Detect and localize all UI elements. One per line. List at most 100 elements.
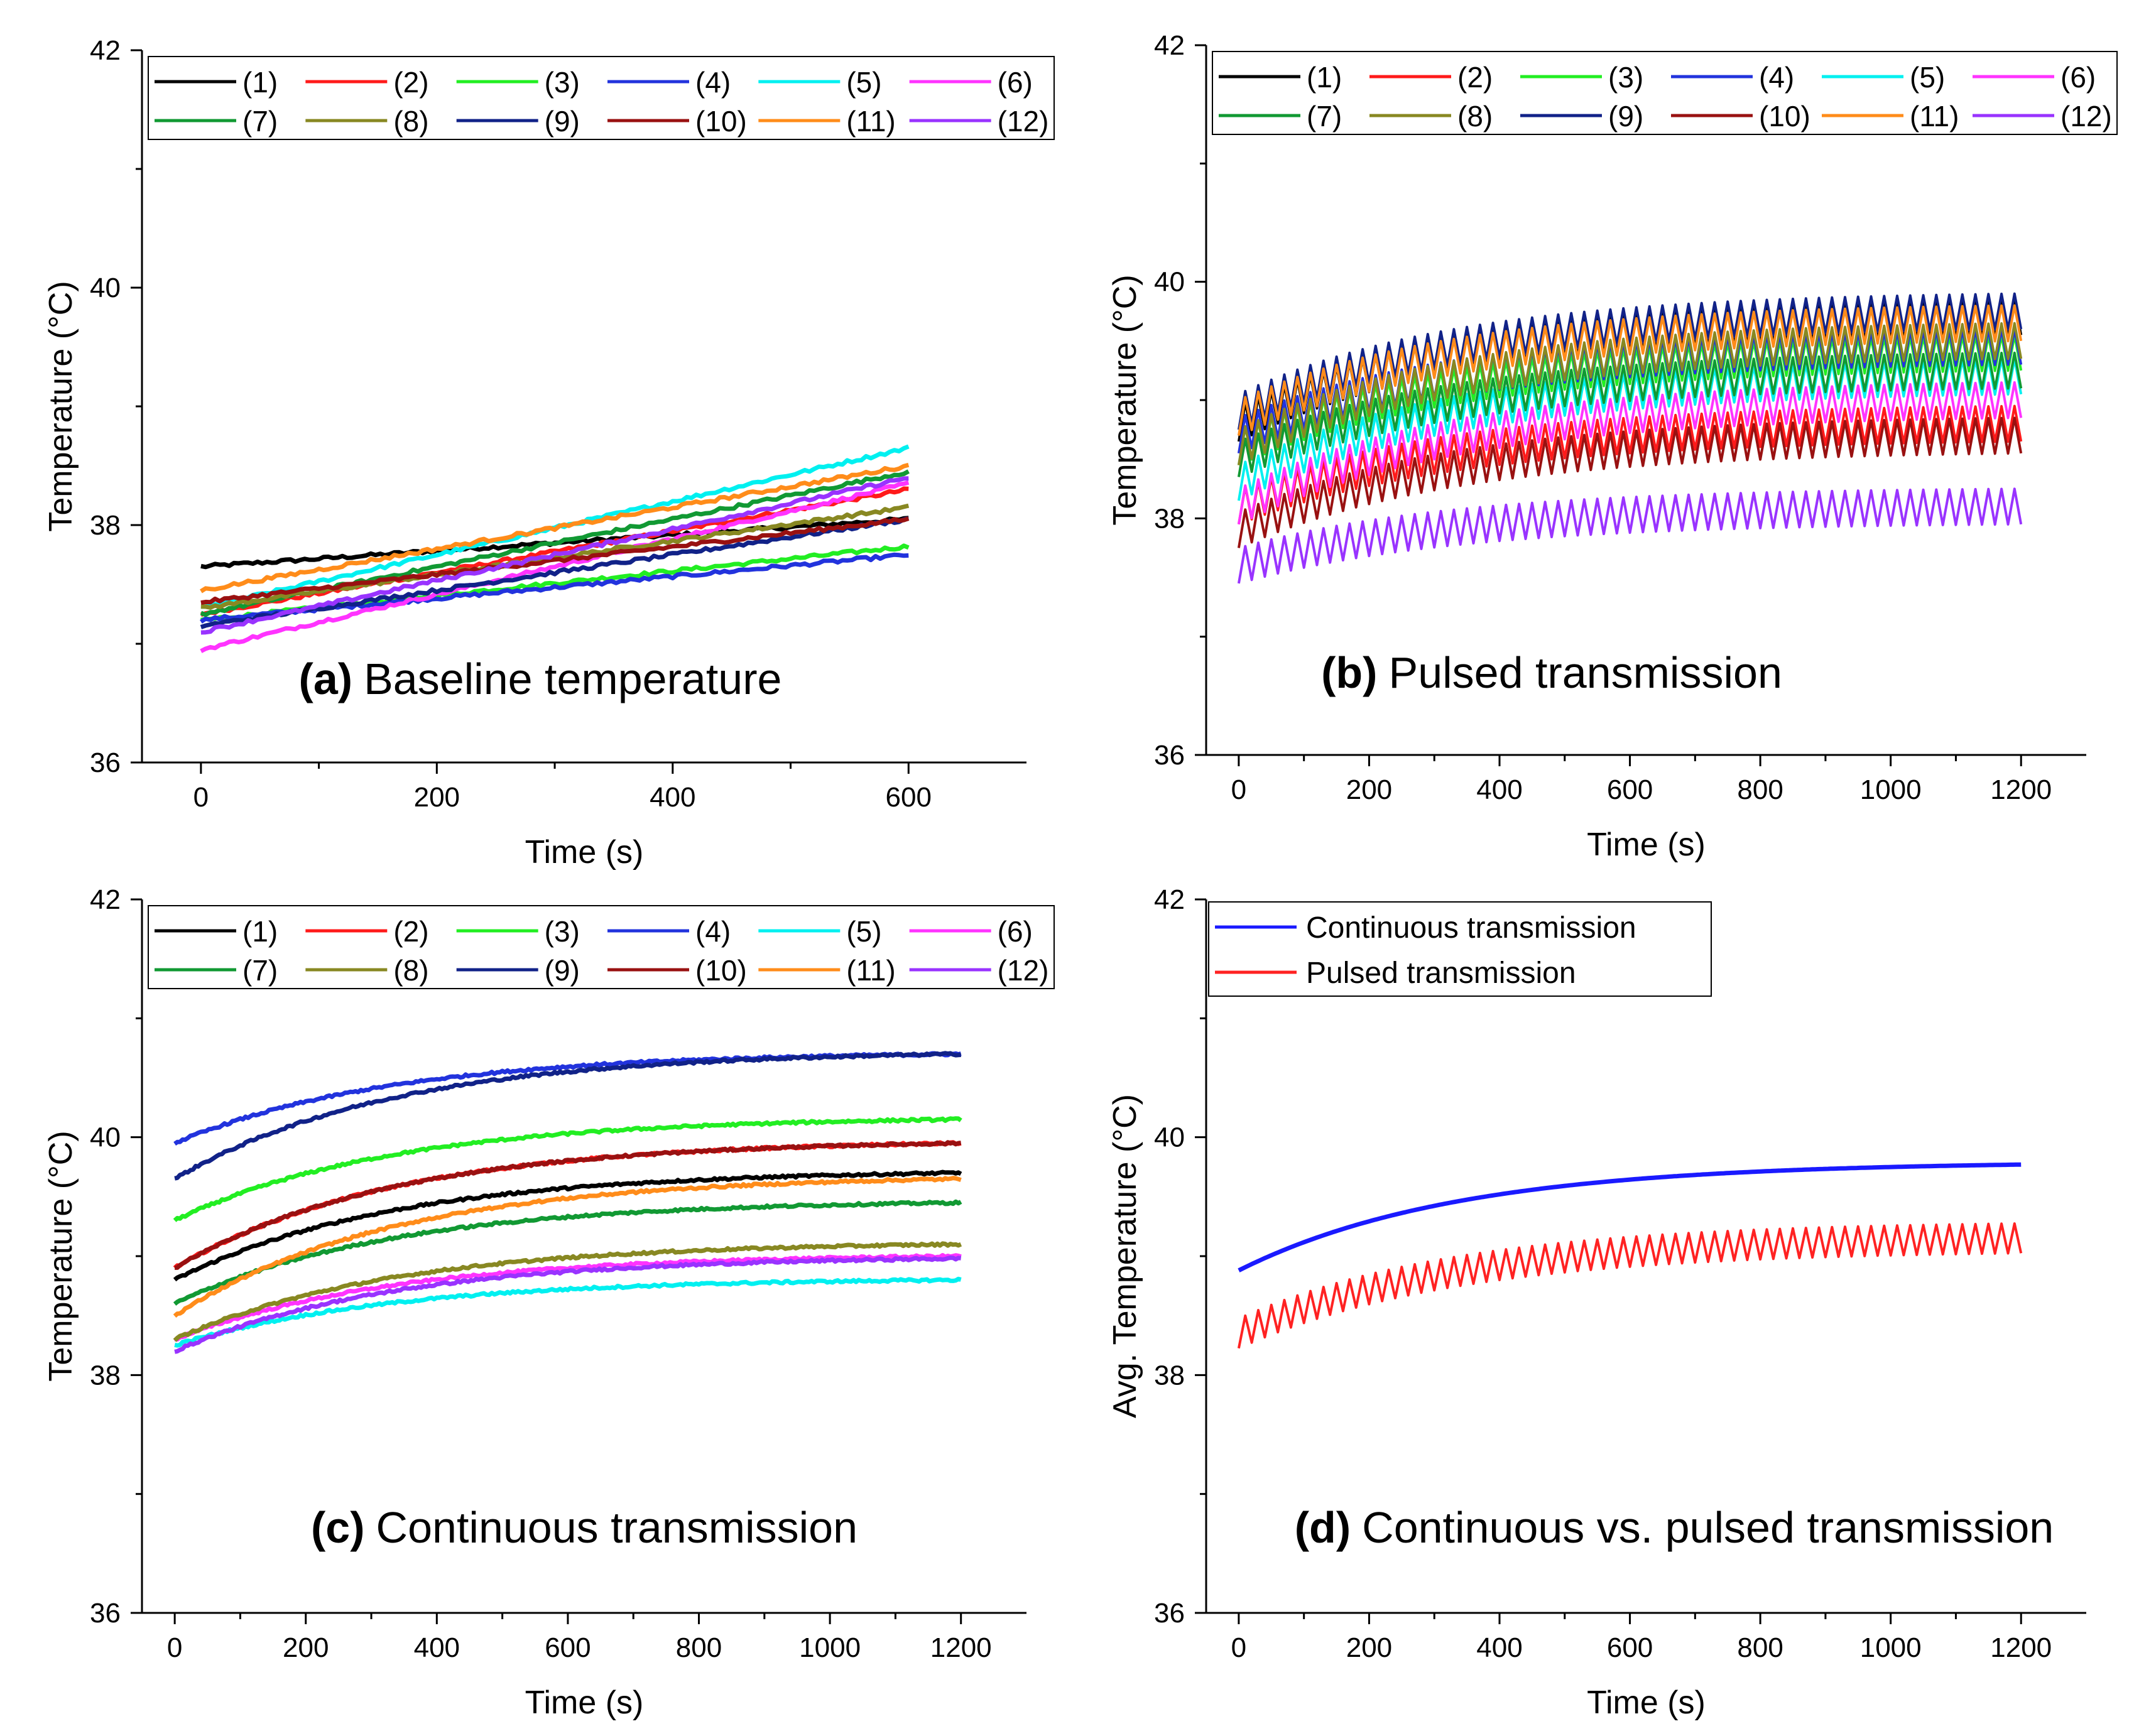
y-tick-label: 42 xyxy=(1154,30,1185,61)
legend-label: (3) xyxy=(545,66,580,99)
legend: (1) (2) (3) (4) (5) (6) (7) (8) (9) (10) (11) (12) xyxy=(1212,51,2118,135)
x-tick-label: 0 xyxy=(1231,1632,1246,1663)
y-tick-label: 40 xyxy=(1154,267,1185,298)
y-axis-label: Temperature (°C) xyxy=(43,281,79,531)
series-line xyxy=(1237,404,2023,525)
legend: Continuous transmission Pulsed transmissi… xyxy=(1208,901,1712,997)
legend-box xyxy=(148,905,1055,989)
y-tick-label: 36 xyxy=(1154,1598,1185,1629)
x-tick-label: 200 xyxy=(1346,1632,1392,1663)
panel-title-text: Continuous transmission xyxy=(376,1503,857,1552)
legend-label: (3) xyxy=(1608,61,1643,94)
x-tick-label: 600 xyxy=(1607,1632,1653,1663)
legend-box xyxy=(1212,51,2118,135)
x-axis-label: Time (s) xyxy=(525,834,644,871)
legend-label: (9) xyxy=(545,954,580,987)
x-tick-label: 1200 xyxy=(930,1632,992,1663)
legend: (1) (2) (3) (4) (5) (6) (7) (8) (9) (10) (11) (12) xyxy=(148,56,1055,140)
series-line xyxy=(173,1116,962,1222)
y-tick-label: 36 xyxy=(90,747,121,778)
series-group xyxy=(173,1051,962,1354)
x-tick-label: 200 xyxy=(283,1632,329,1663)
panel-title-letter: (b) xyxy=(1321,648,1377,697)
series-line xyxy=(1237,357,2023,501)
y-axis-label: Avg. Temperature (°C) xyxy=(1107,1094,1143,1418)
panel-title-letter: (a) xyxy=(299,654,353,703)
series-group xyxy=(199,444,910,653)
chart-panel-d: 0 200 400 600 800 1000 1200 36 38 40 42 Time (s) Avg… xyxy=(1107,884,2086,1721)
legend-label: (10) xyxy=(695,105,747,138)
legend-label: (9) xyxy=(1608,100,1643,133)
legend-label: (11) xyxy=(1910,100,1959,133)
x-axis-label: Time (s) xyxy=(525,1684,644,1721)
legend-label: (12) xyxy=(998,105,1049,138)
legend-label: (7) xyxy=(1307,100,1342,133)
series-line xyxy=(173,1199,962,1306)
legend-label: (4) xyxy=(1759,61,1794,94)
x-tick-label: 200 xyxy=(1346,774,1392,805)
x-tick-label: 600 xyxy=(886,782,932,813)
series-line xyxy=(1237,304,2023,436)
x-tick-label: 0 xyxy=(193,782,209,813)
panel-title-text: Pulsed transmission xyxy=(1389,648,1782,697)
legend-label: (8) xyxy=(393,105,428,138)
series-group xyxy=(1237,1162,2023,1349)
legend-label: (2) xyxy=(393,915,428,948)
panel-title: (d) Continuous vs. pulsed transmission xyxy=(1295,1503,2054,1552)
series-line xyxy=(200,476,909,635)
legend-label: (12) xyxy=(2061,100,2112,133)
x-tick-label: 400 xyxy=(650,782,695,813)
legend-label: (10) xyxy=(1759,100,1810,133)
legend-box xyxy=(148,56,1055,140)
x-axis-label: Time (s) xyxy=(1587,1684,1706,1721)
x-tick-label: 600 xyxy=(1607,774,1653,805)
legend-label: (1) xyxy=(242,66,278,99)
x-tick-label: 600 xyxy=(545,1632,591,1663)
legend-label: (6) xyxy=(998,915,1033,948)
panel-title: (a) Baseline temperature xyxy=(299,654,782,703)
series-line xyxy=(174,1276,962,1348)
series-line xyxy=(1238,1162,2022,1272)
legend-label: (2) xyxy=(393,66,428,99)
x-tick-label: 1000 xyxy=(1860,774,1922,805)
y-tick-label: 40 xyxy=(90,1122,121,1153)
x-tick-label: 1000 xyxy=(1860,1632,1922,1663)
legend-label: (7) xyxy=(242,105,278,138)
chart-panel-b: 0 200 400 600 800 1000 1200 36 38 40 42 Time (s) Tem… xyxy=(1107,30,2118,863)
x-tick-label: 800 xyxy=(1737,774,1783,805)
legend-box xyxy=(1208,901,1712,997)
legend-label: (10) xyxy=(695,954,747,987)
series-line xyxy=(1237,381,2023,525)
legend-label: (1) xyxy=(242,915,278,948)
chart-panel-c: 0 200 400 600 800 1000 1200 36 38 40 42 Time (s) Tem… xyxy=(43,884,1055,1721)
series-line xyxy=(173,1169,962,1282)
legend-label: Pulsed transmission xyxy=(1306,957,1576,990)
x-tick-label: 0 xyxy=(167,1632,182,1663)
panel-title-text: Baseline temperature xyxy=(364,654,781,703)
legend-label: (6) xyxy=(998,66,1033,99)
series-line xyxy=(174,1256,962,1354)
legend-label: (6) xyxy=(2061,61,2096,94)
legend-label: (8) xyxy=(393,954,428,987)
y-tick-label: 36 xyxy=(1154,740,1185,771)
legend-label: (4) xyxy=(695,915,731,948)
series-line xyxy=(1237,322,2023,465)
series-line xyxy=(174,1051,961,1181)
y-tick-label: 42 xyxy=(90,884,121,915)
y-tick-label: 42 xyxy=(1154,884,1185,915)
chart-panel-a: 0 200 400 600 36 38 40 42 Time (s) Temperature (°… xyxy=(43,35,1055,871)
panel-title-letter: (d) xyxy=(1295,1503,1351,1552)
series-line xyxy=(200,516,910,629)
y-tick-label: 38 xyxy=(1154,503,1185,534)
y-tick-label: 36 xyxy=(90,1598,121,1629)
legend-label: (11) xyxy=(846,105,895,138)
legend-label: (4) xyxy=(695,66,731,99)
series-line xyxy=(1237,1222,2023,1349)
legend-label: (11) xyxy=(846,954,895,987)
panel-title-text: Continuous vs. pulsed transmission xyxy=(1362,1503,2054,1552)
series-line xyxy=(200,462,910,594)
legend-label: (5) xyxy=(846,915,881,948)
x-tick-label: 1000 xyxy=(799,1632,861,1663)
y-tick-label: 42 xyxy=(90,35,121,66)
